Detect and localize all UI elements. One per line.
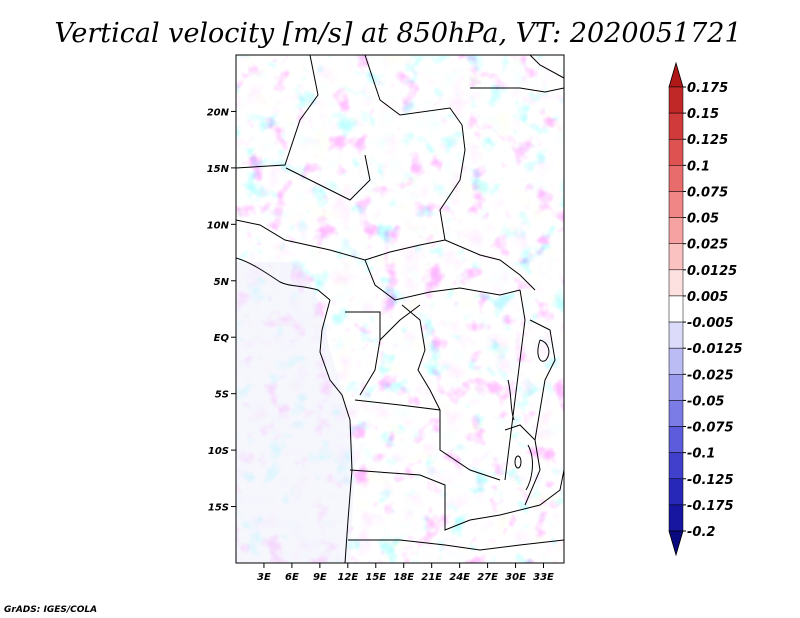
colorbar-swatch xyxy=(668,478,684,506)
y-tick-label: 10S xyxy=(208,446,229,457)
colorbar-swatch xyxy=(668,138,684,166)
chart-title: Vertical velocity [m/s] at 850hPa, VT: 2… xyxy=(54,18,741,49)
colorbar-swatch xyxy=(668,400,684,427)
x-tick-label: 33E xyxy=(533,572,554,583)
colorbar-tick-label: -0.125 xyxy=(687,473,734,488)
y-axis: 20N 15N 10N 5N EQ 5S 10S 15S xyxy=(207,107,236,514)
y-tick-label: 15N xyxy=(207,164,230,175)
x-tick-label: 15E xyxy=(365,572,386,583)
colorbar-tick-label: -0.0125 xyxy=(687,342,743,357)
colorbar-swatch xyxy=(668,269,684,297)
colorbar-tick-label: 0.125 xyxy=(687,133,728,148)
colorbar-tick-label: -0.05 xyxy=(687,394,724,409)
x-tick-label: 6E xyxy=(285,572,299,583)
colorbar-tick-label: -0.025 xyxy=(687,368,734,383)
colorbar-swatch xyxy=(668,374,684,401)
colorbar-tick-label: 0.0125 xyxy=(687,264,737,279)
y-tick-label: 5N xyxy=(214,277,230,288)
colorbar-swatch xyxy=(668,217,684,244)
colorbar-swatch xyxy=(668,165,684,192)
x-tick-label: 9E xyxy=(313,572,327,583)
vertical-velocity-field xyxy=(236,55,564,563)
y-tick-label: 15S xyxy=(208,503,229,514)
y-tick-label: 10N xyxy=(207,220,230,231)
x-tick-label: 21E xyxy=(421,572,442,583)
credit-label: GrADS: IGES/COLA xyxy=(4,605,97,615)
colorbar-tick-label: -0.005 xyxy=(687,316,734,331)
x-tick-label: 30E xyxy=(505,572,526,583)
x-tick-label: 27E xyxy=(477,572,498,583)
colorbar: 0.175 0.15 0.125 0.1 0.075 0.05 0.025 0.0125 0.0… xyxy=(668,61,743,557)
country-boundaries xyxy=(236,55,564,563)
colorbar-swatch xyxy=(668,112,684,140)
ocean-region xyxy=(236,262,355,563)
colorbar-tick-label: 0.1 xyxy=(687,159,710,174)
colorbar-extend-max-arrow xyxy=(668,61,684,88)
lakes xyxy=(507,339,550,491)
colorbar-tick-label: -0.1 xyxy=(687,447,715,462)
colorbar-swatch xyxy=(668,295,684,323)
colorbar-tick-label: 0.05 xyxy=(687,212,719,227)
colorbar-tick-label: -0.175 xyxy=(687,499,734,514)
colorbar-swatch xyxy=(668,347,684,375)
colorbar-swatch xyxy=(668,243,684,271)
map-frame xyxy=(235,54,565,564)
colorbar-tick-label: 0.175 xyxy=(687,81,728,96)
x-tick-label: 24E xyxy=(449,572,470,583)
colorbar-tick-label: 0.075 xyxy=(687,185,728,200)
colorbar-swatch xyxy=(668,191,684,218)
colorbar-tick-label: -0.2 xyxy=(687,525,715,540)
colorbar-swatch xyxy=(668,452,684,480)
colorbar-tick-label: 0.15 xyxy=(687,107,719,122)
x-axis: 3E 6E 9E 12E 15E 18E 21E 24E 27E 30E 33E xyxy=(257,563,554,583)
colorbar-tick-label: -0.075 xyxy=(687,421,734,436)
colorbar-tick-label: 0.005 xyxy=(687,290,728,305)
y-tick-label: EQ xyxy=(214,333,230,344)
x-tick-label: 3E xyxy=(257,572,271,583)
x-tick-label: 18E xyxy=(393,572,414,583)
colorbar-extend-min-arrow xyxy=(668,530,684,557)
colorbar-tick-label: 0.025 xyxy=(687,238,728,253)
colorbar-swatch xyxy=(668,86,684,114)
colorbar-swatch xyxy=(668,321,684,349)
y-tick-label: 5S xyxy=(215,390,229,401)
colorbar-swatch xyxy=(668,426,684,453)
colorbar-swatch xyxy=(668,504,684,532)
x-tick-label: 12E xyxy=(337,572,358,583)
y-tick-label: 20N xyxy=(207,107,230,118)
